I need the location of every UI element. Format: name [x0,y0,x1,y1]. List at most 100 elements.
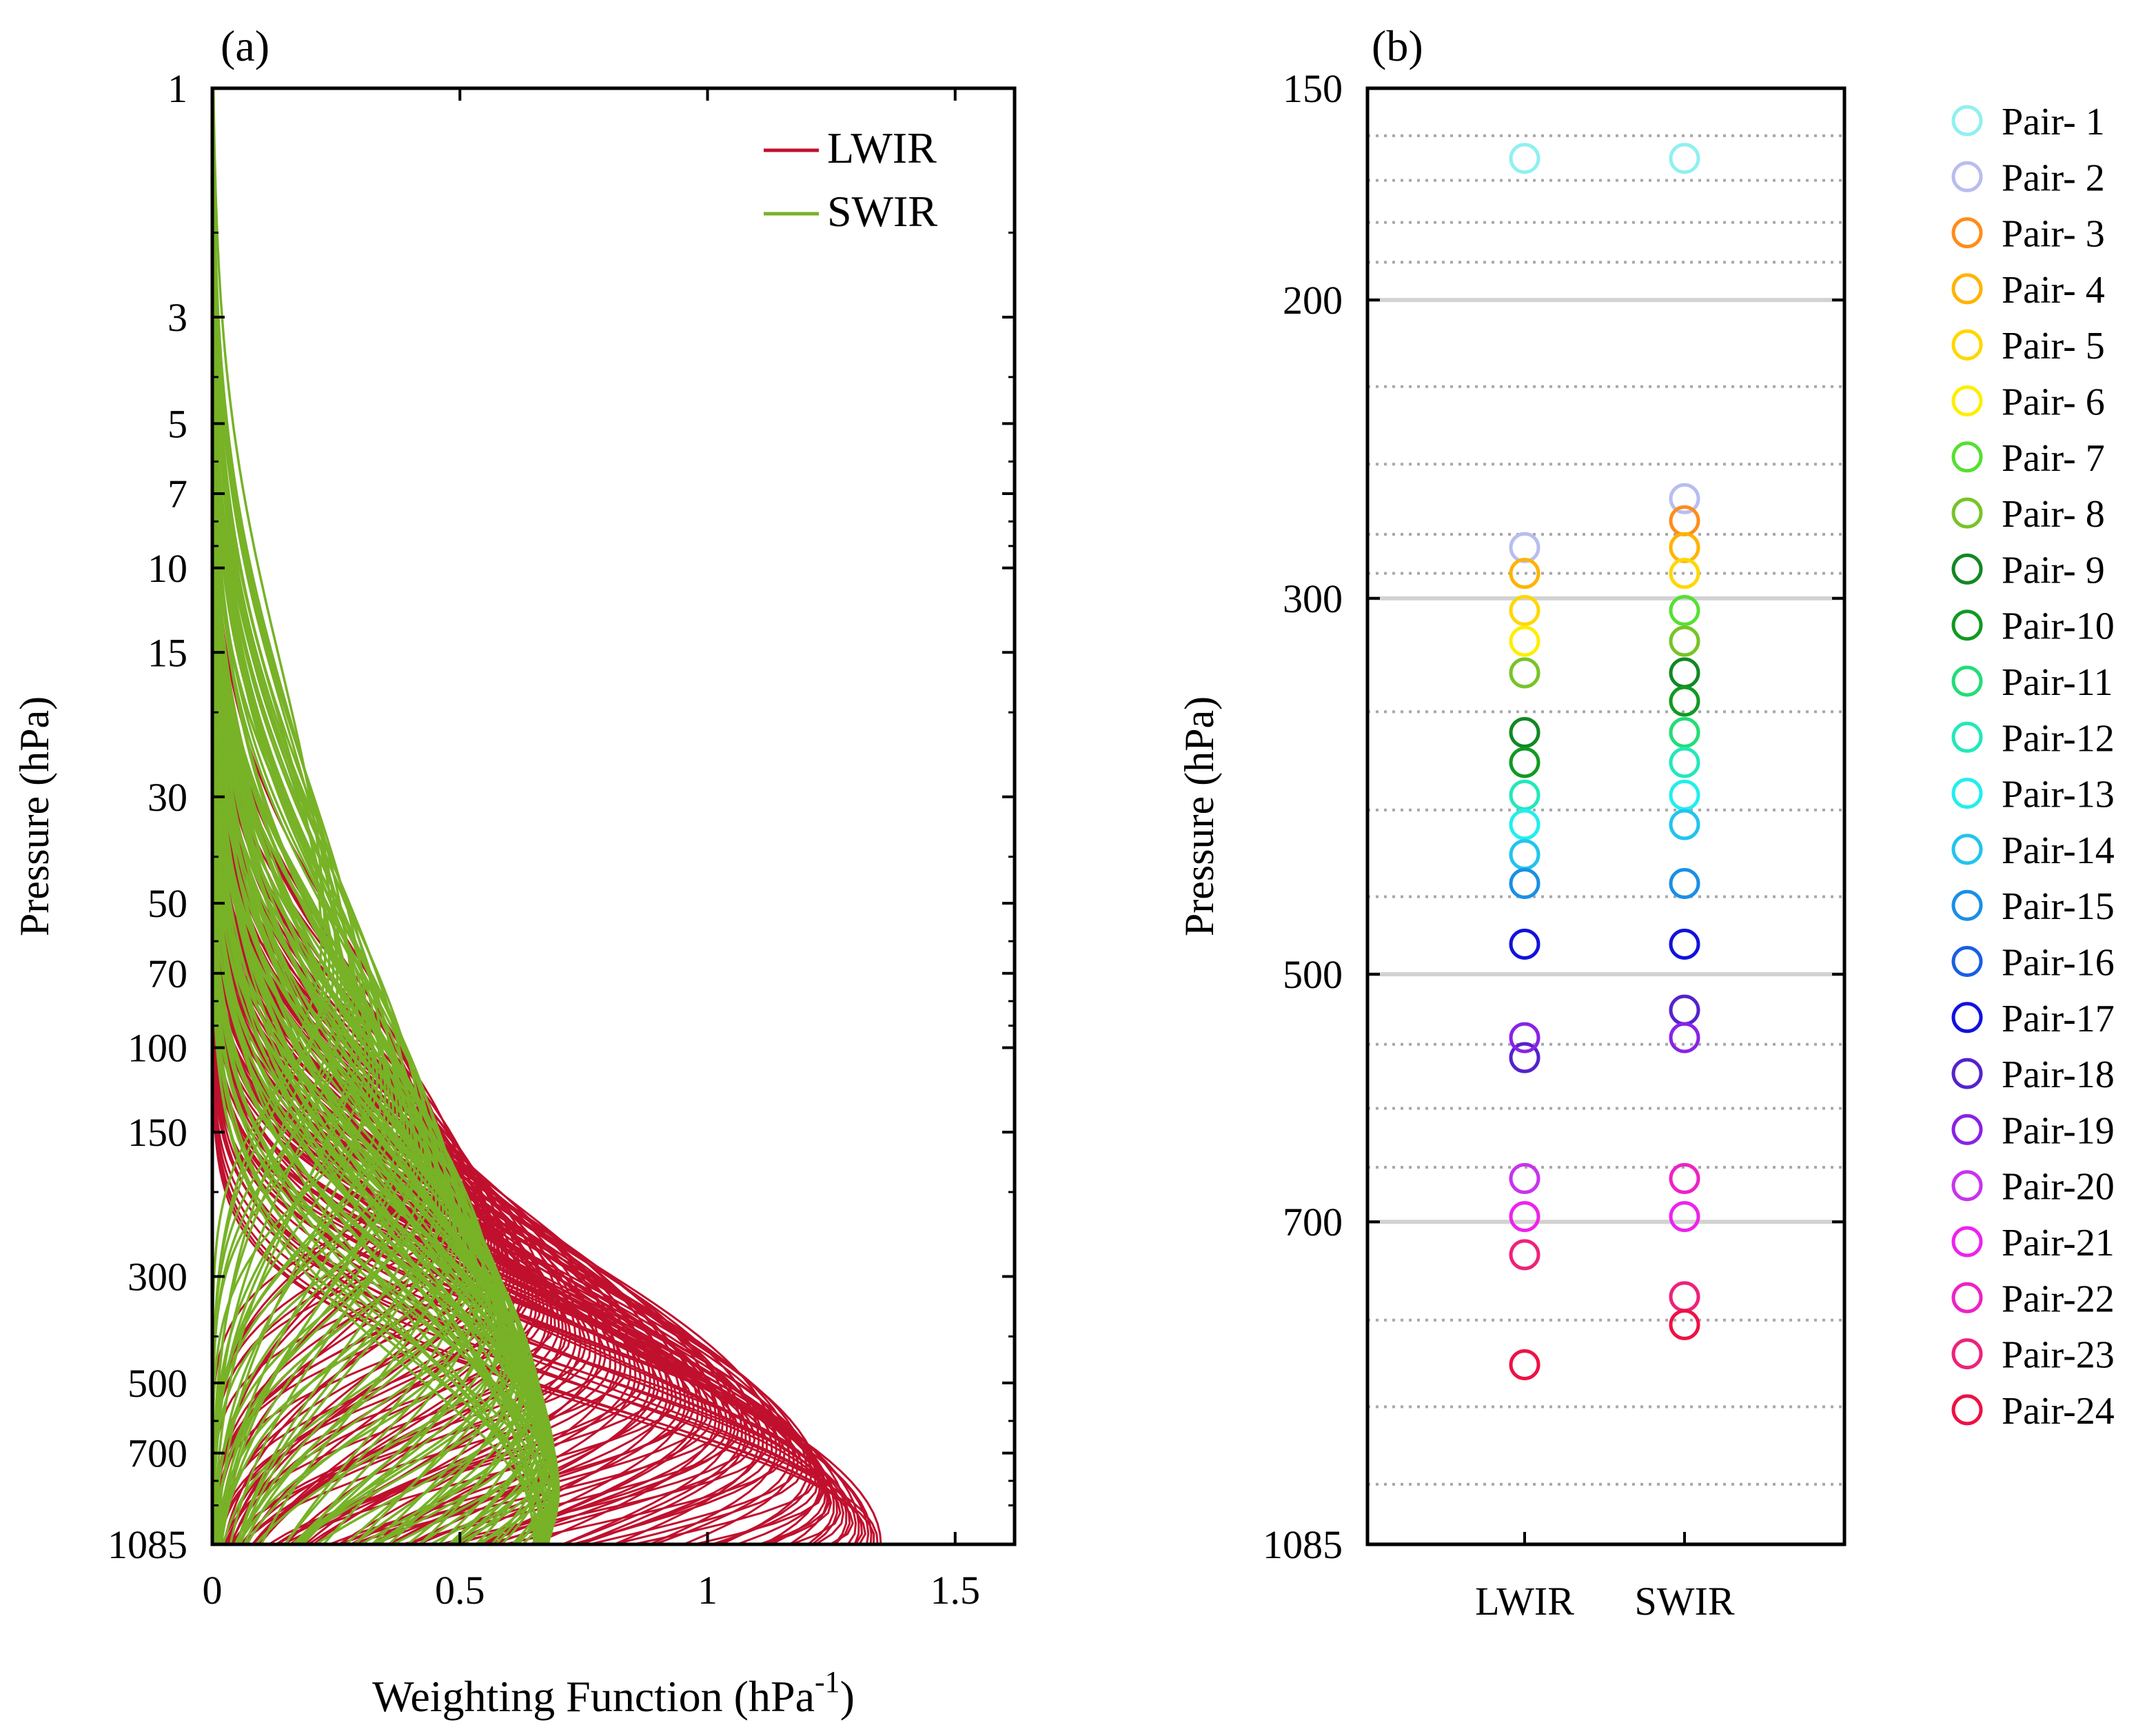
pair-marker [1509,1042,1540,1073]
legend-marker-b [1951,889,1983,921]
x-tick-label-a: 1.5 [930,1568,981,1613]
y-axis-title-b: Pressure (hPa) [1177,696,1222,936]
legend-label-lwir: LWIR [827,123,937,172]
y-tick-label-a: 7 [167,472,187,516]
pair-marker [1669,867,1700,899]
legend-label-b: Pair-24 [2002,1390,2115,1433]
legend-marker-b [1951,609,1983,641]
x-tick-label-a: 1 [698,1568,718,1613]
y-tick-label-a: 150 [128,1110,187,1155]
y-tick-label-a: 300 [128,1255,187,1300]
pair-marker [1509,929,1540,960]
pair-marker [1509,1349,1540,1380]
legend-label-b: Pair- 8 [2002,493,2105,536]
y-tick-label-b: 150 [1283,66,1343,111]
legend-marker-b [1951,553,1983,585]
y-tick-label-a: 30 [148,775,187,820]
y-tick-label-a: 50 [148,881,187,926]
pair-marker [1669,716,1700,748]
legend-marker-b [1951,778,1983,809]
legend-marker-b [1951,329,1983,361]
pair-marker [1669,779,1700,811]
legend-label-b: Pair-23 [2002,1334,2115,1377]
legend-label-b: Pair-13 [2002,774,2115,816]
y-tick-label-a: 1085 [108,1522,187,1567]
y-tick-label-b: 300 [1283,576,1343,621]
panel-b-label: (b) [1372,21,1423,70]
pair-marker [1669,1022,1700,1053]
pair-marker [1509,1201,1540,1233]
legend-marker-b [1951,721,1983,753]
pair-marker [1509,867,1540,899]
pair-marker [1669,657,1700,689]
legend-label-b: Pair- 1 [2002,101,2105,143]
weighting-function-curve [211,88,637,1546]
legend-marker-b [1951,1002,1983,1033]
legend-label-b: Pair-14 [2002,829,2115,872]
legend-marker-b [1951,385,1983,416]
legend-label-b: Pair- 9 [2002,549,2105,592]
legend-marker-b [1951,161,1983,192]
legend-marker-b [1951,217,1983,249]
legend-marker-b [1951,1282,1983,1313]
legend-label-b: Pair-15 [2002,885,2115,928]
plot-frame-a [210,86,1017,1546]
legend-label-b: Pair-16 [2002,942,2115,985]
y-tick-label-a: 1 [167,66,187,111]
pair-marker [1669,532,1700,563]
pair-marker [1669,1162,1700,1194]
markers-b [1509,143,1700,1380]
x-axis-title-a: Weighting Function (hPa-1) [372,1665,855,1721]
pair-marker [1509,809,1540,840]
pair-marker [1509,594,1540,626]
pair-marker [1509,1022,1540,1053]
pair-marker [1669,685,1700,717]
legend-marker-b [1951,1058,1983,1089]
pair-marker [1509,716,1540,748]
legend-label-b: Pair-18 [2002,1053,2115,1096]
pair-marker [1509,625,1540,657]
legend-label-b: Pair- 3 [2002,213,2105,256]
panel-a-label: (a) [221,21,270,70]
pair-marker [1669,558,1700,589]
pair-marker [1669,1281,1700,1313]
pair-marker [1509,1162,1540,1194]
legend-marker-b [1951,1226,1983,1258]
pair-marker [1669,747,1700,778]
legend-marker-b [1951,273,1983,305]
gridlines-b [1367,134,1844,1546]
legend-label-b: Pair- 7 [2002,437,2105,480]
pair-marker [1669,994,1700,1026]
legend-marker-b [1951,105,1983,137]
y-axis-b: 150 200 300 500 700 1085 [1263,66,1844,1567]
pair-marker [1509,558,1540,589]
legend-b: Pair- 1 Pair- 2 Pair- 3 Pair- 4 Pair- 5 Pair-… [1951,101,2115,1433]
legend-marker-b [1951,1113,1983,1145]
y-tick-label-a: 15 [148,630,187,675]
legend-label-b: Pair-17 [2002,998,2115,1040]
panel-b: (b) 150 200 300 500 700 1085 LWIR SWIR Pressur… [1177,21,2115,1624]
legend-marker-b [1951,1338,1983,1370]
pair-marker [1669,143,1700,174]
x-axis-a: 0 0.5 1 1.5 [203,88,981,1613]
x-axis-b: LWIR SWIR [1475,1532,1735,1624]
x-tick-label-a: 0 [203,1568,223,1613]
x-tick-label-a: 0.5 [435,1568,485,1613]
legend-label-b: Pair-21 [2002,1222,2115,1264]
legend-label-b: Pair- 5 [2002,325,2105,367]
legend-label-b: Pair-19 [2002,1109,2115,1152]
pair-marker [1509,657,1540,689]
legend-a: LWIR SWIR [764,123,937,236]
y-axis-title-a: Pressure (hPa) [12,696,57,936]
y-tick-label-b: 1085 [1263,1522,1343,1567]
pair-marker [1669,594,1700,626]
legend-marker-b [1951,1170,1983,1202]
y-axis-a: 1 3 5 7 10 15 30 50 70 100 150 300 500 700 1085 [108,66,1015,1567]
legend-label-b: Pair-10 [2002,605,2115,648]
legend-marker-b [1951,834,1983,865]
pair-marker [1509,532,1540,563]
legend-label-b: Pair-11 [2002,661,2113,704]
pair-marker [1669,1201,1700,1233]
